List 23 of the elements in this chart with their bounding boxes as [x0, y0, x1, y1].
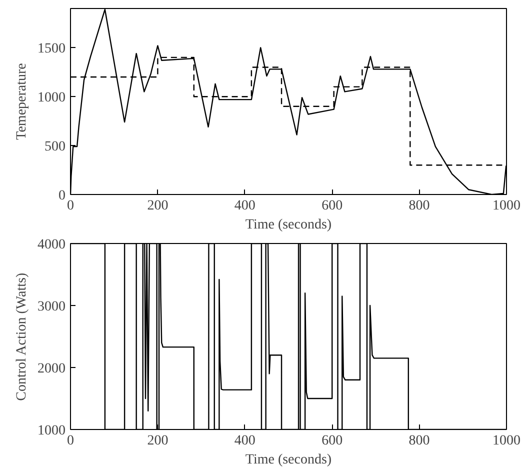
x-tick-label: 1000 — [492, 198, 520, 214]
y-axis-title: Control Action (Watts) — [14, 272, 30, 401]
y-axis-title: Temeperature — [14, 63, 30, 140]
line-series — [70, 244, 506, 430]
x-axis-title: Time (seconds) — [245, 218, 332, 232]
y-tick-label: 2000 — [38, 362, 66, 376]
x-tick-label: 400 — [234, 198, 256, 214]
y-tick-label: 3000 — [38, 300, 66, 314]
y-tick-label: 1000 — [38, 424, 66, 438]
y-tick-label: 1000 — [38, 90, 66, 106]
y-tick-label: 1500 — [38, 42, 66, 57]
x-tick-label: 800 — [408, 198, 430, 214]
x-tick-label: 200 — [147, 434, 168, 448]
x-tick-label: 1000 — [492, 434, 520, 448]
x-tick-label: 600 — [322, 198, 343, 214]
y-tick-label: 4000 — [38, 238, 66, 252]
x-axis-title: Time (seconds) — [245, 452, 332, 468]
y-tick-label: 500 — [44, 140, 66, 155]
x-tick-label: 200 — [147, 198, 168, 214]
x-tick-label: 800 — [408, 434, 430, 448]
x-tick-label: 600 — [322, 434, 343, 448]
x-tick-label: 400 — [234, 434, 256, 448]
y-tick-label: 0 — [58, 188, 66, 204]
